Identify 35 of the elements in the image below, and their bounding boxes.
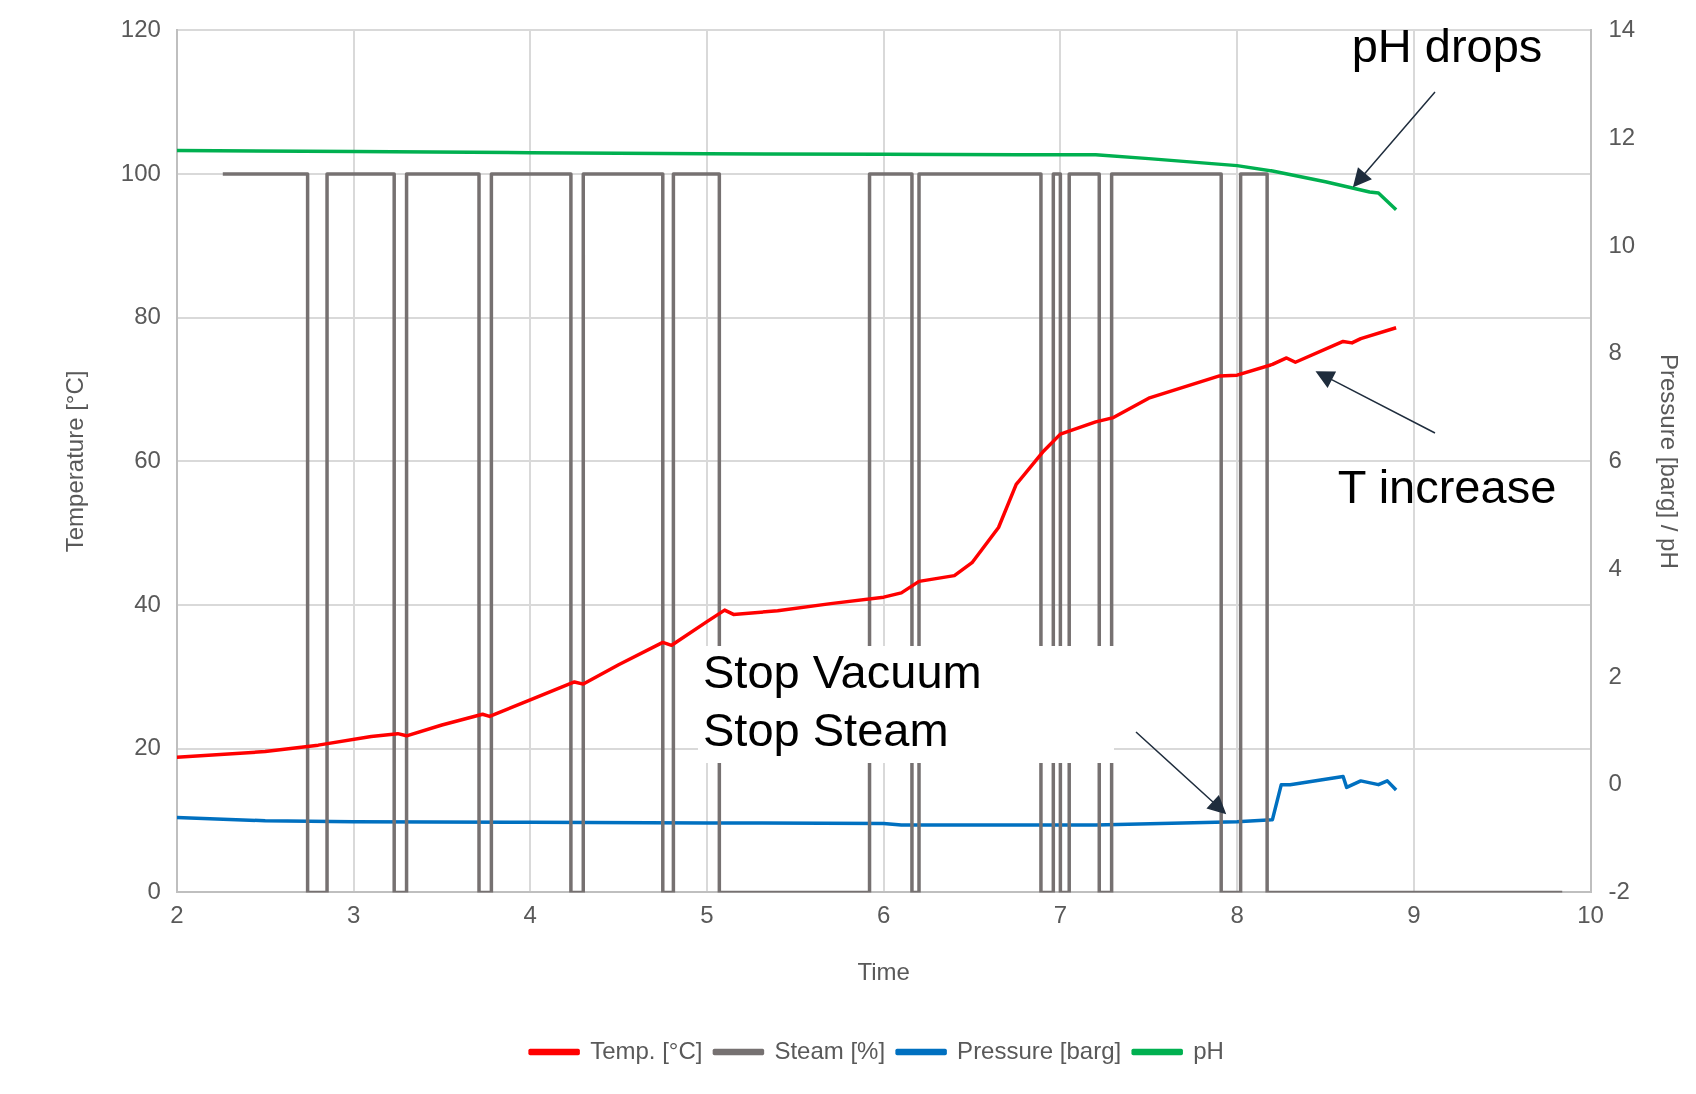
legend-label: pH [1193,1036,1224,1064]
x-axis-title: Time [857,958,910,986]
annotation: T increase [1337,459,1557,513]
y-tick-label: 80 [134,302,161,330]
y2-tick-label: -2 [1608,877,1630,905]
x-tick-label: 9 [1407,901,1421,929]
y-tick-label: 100 [120,158,161,186]
y-tick-label: 40 [134,589,161,617]
y-tick-label: 20 [134,733,161,761]
legend-label: Temp. [°C] [590,1036,703,1064]
y2-tick-label: 2 [1608,661,1622,689]
y2-tick-label: 14 [1608,15,1636,43]
x-tick-label: 6 [876,901,891,929]
y-tick-label: 120 [120,15,161,43]
legend-label: Steam [%] [774,1036,886,1064]
x-tick-label: 10 [1577,901,1604,929]
y-axis-title: Temperature [°C] [61,370,89,553]
x-tick-label: 3 [346,901,361,929]
y2-tick-label: 4 [1608,553,1622,581]
y2-tick-label: 12 [1608,122,1636,150]
x-tick-label: 2 [170,901,184,929]
y2-tick-label: 6 [1608,446,1622,474]
annotation: Stop Vacuum Stop Steam [703,644,982,756]
x-tick-label: 5 [700,901,714,929]
y2-axis-title: Pressure [barg] / pH [1655,354,1683,569]
x-tick-label: 8 [1230,901,1244,929]
annotation: pH drops [1351,18,1543,72]
y2-tick-label: 8 [1608,338,1622,366]
y2-tick-label: 10 [1608,230,1636,258]
x-tick-label: 7 [1053,901,1068,929]
y-tick-label: 0 [147,877,161,905]
y2-tick-label: 0 [1608,769,1622,797]
y-tick-label: 60 [134,446,161,474]
x-tick-label: 4 [523,901,537,929]
legend-label: Pressure [barg] [957,1036,1122,1064]
